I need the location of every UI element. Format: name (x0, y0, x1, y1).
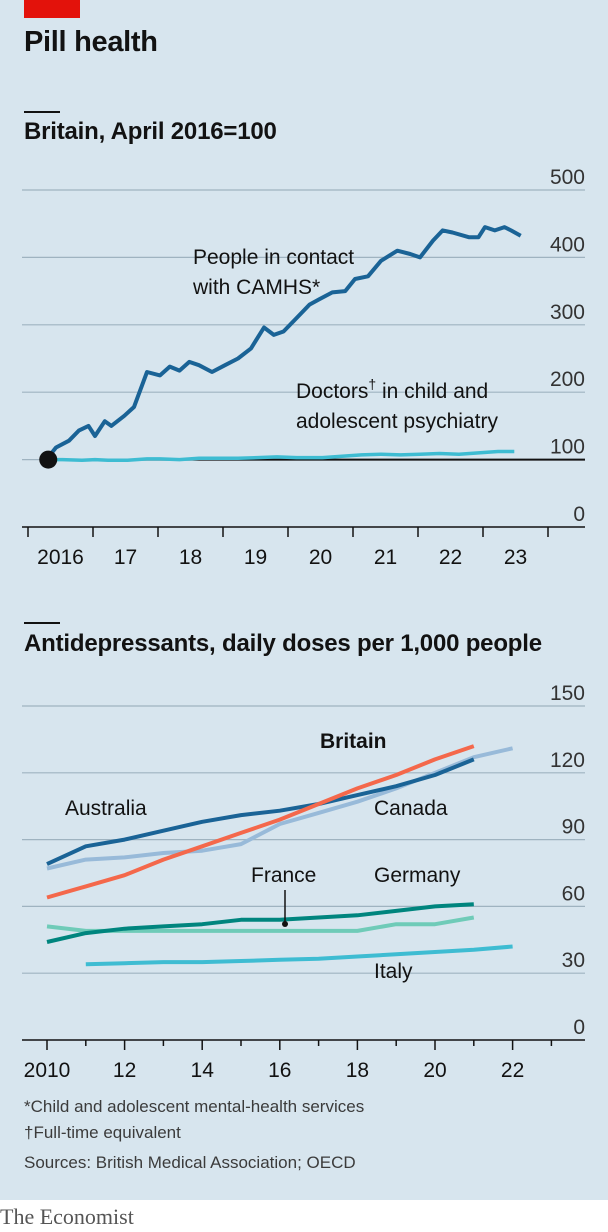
economist-logo-text: The Economist (0, 1204, 134, 1229)
chart1-lines (39, 225, 522, 469)
chart1-xtick-label: 23 (504, 546, 527, 569)
doctors-label-line2: adolescent psychiatry (296, 410, 498, 433)
france-label: France (251, 864, 316, 887)
chart-panel (0, 0, 608, 1200)
camhs-label-line2: with CAMHS* (192, 276, 320, 299)
chart2-title: Antidepressants, daily doses per 1,000 p… (24, 630, 542, 657)
chart2-series-australia (46, 757, 475, 866)
chart2-ytick-label: 150 (550, 682, 585, 705)
chart2-ytick-label: 0 (573, 1016, 585, 1039)
chart2-ytick-label: 120 (550, 749, 585, 772)
chart1-xtick-label: 22 (439, 546, 462, 569)
chart1-ytick-label: 300 (550, 301, 585, 324)
chart2-axis: 0 30 60 90 120 150 2010 12 14 16 18 20 22 (22, 682, 585, 1082)
australia-label: Australia (65, 797, 147, 820)
chart1-axis: 0 100 200 300 400 500 2016 17 18 19 20 21 22 23 (22, 166, 585, 569)
chart2-xtick-label: 14 (191, 1059, 215, 1082)
chart2-xtick-label: 18 (346, 1059, 369, 1082)
doctors-label-rest: in child and (376, 380, 488, 403)
chart1-ytick-label: 500 (550, 166, 585, 189)
chart2-ytick-label: 90 (562, 816, 585, 839)
france-leader-dot (282, 921, 288, 927)
germany-label: Germany (374, 864, 461, 887)
chart1-xtick-label: 17 (114, 546, 137, 569)
chart1-series-people-in-contact-with-c (44, 225, 522, 461)
chart1-series-doctors-in-child-and-ado (46, 449, 515, 463)
chart2-grid (22, 705, 585, 974)
subtitle-rule-2 (24, 622, 60, 624)
chart1-ytick-label: 100 (550, 436, 585, 459)
subtitle-rule-1 (24, 111, 60, 113)
chart1-base-point (39, 450, 58, 469)
chart1-title: Britain, April 2016=100 (24, 118, 277, 145)
doctors-label-word: Doctors (296, 380, 368, 403)
chart1-xtick-label: 21 (374, 546, 397, 569)
chart1-xtick-label: 19 (244, 546, 267, 569)
chart2-ytick-label: 30 (562, 949, 585, 972)
dagger-mark: † (368, 376, 376, 392)
footnote-camhs: *Child and adolescent mental-health serv… (24, 1097, 365, 1116)
chart1-xtick-label: 2016 (37, 546, 84, 569)
chart2-xtick-label: 12 (113, 1059, 136, 1082)
chart2-xtick-label: 16 (268, 1059, 291, 1082)
chart2-series-britain (46, 744, 475, 900)
footnote-fte: †Full-time equivalent (24, 1123, 181, 1142)
camhs-label-line1: People in contact (193, 246, 354, 269)
italy-label: Italy (374, 960, 413, 983)
chart1-xtick-label: 20 (309, 546, 332, 569)
chart2-lines (46, 744, 514, 967)
canada-label: Canada (374, 797, 448, 820)
chart2-series-italy (85, 944, 513, 967)
chart1-ytick-label: 200 (550, 368, 585, 391)
chart1-ytick-label: 0 (573, 503, 585, 526)
chart2-series-germany (46, 902, 474, 944)
britain-label: Britain (320, 730, 387, 753)
chart2-ytick-label: 60 (562, 882, 585, 905)
page-title: Pill health (24, 26, 158, 58)
brand-red-tag (24, 0, 80, 18)
chart1-ytick-label: 400 (550, 233, 585, 256)
sources-note: Sources: British Medical Association; OE… (24, 1153, 356, 1172)
chart2-xtick-label: 22 (501, 1059, 524, 1082)
chart2-series-canada (46, 746, 514, 871)
chart2-xtick-label: 2010 (24, 1059, 71, 1082)
chart1-xtick-label: 18 (179, 546, 202, 569)
doctors-label-line1: Doctors† in child and (296, 376, 488, 403)
chart2-xtick-label: 20 (423, 1059, 446, 1082)
